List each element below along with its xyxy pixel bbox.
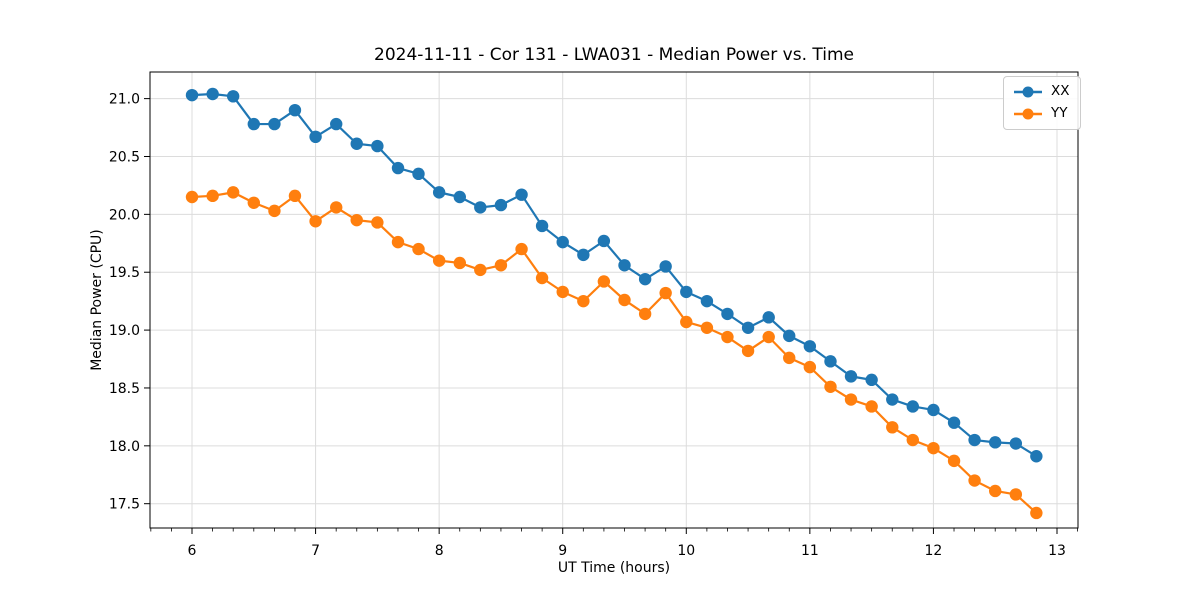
- svg-text:8: 8: [435, 543, 444, 559]
- legend-label-xx: XX: [1051, 83, 1070, 100]
- svg-text:7: 7: [311, 543, 320, 559]
- legend-label-yy: YY: [1051, 105, 1068, 122]
- svg-text:20.0: 20.0: [109, 207, 140, 223]
- legend-item-xx: XX: [1013, 81, 1070, 103]
- legend: XX YY: [1003, 76, 1081, 130]
- svg-text:18.0: 18.0: [109, 439, 140, 455]
- svg-text:13: 13: [1048, 543, 1066, 559]
- legend-item-yy: YY: [1013, 103, 1070, 125]
- chart-title: 2024-11-11 - Cor 131 - LWA031 - Median P…: [374, 45, 854, 65]
- svg-text:21.0: 21.0: [109, 92, 140, 108]
- svg-text:19.5: 19.5: [109, 265, 140, 281]
- svg-text:18.5: 18.5: [109, 381, 140, 397]
- legend-line-marker-icon: [1014, 86, 1042, 98]
- svg-text:17.5: 17.5: [109, 497, 140, 513]
- svg-text:11: 11: [801, 543, 819, 559]
- svg-text:12: 12: [925, 543, 943, 559]
- svg-text:10: 10: [677, 543, 695, 559]
- svg-text:9: 9: [558, 543, 567, 559]
- svg-text:20.5: 20.5: [109, 149, 140, 165]
- svg-text:6: 6: [188, 543, 197, 559]
- x-axis-label: UT Time (hours): [557, 560, 671, 576]
- y-axis-label: Median Power (CPU): [89, 229, 105, 371]
- legend-line-marker-icon: [1014, 108, 1042, 120]
- svg-text:19.0: 19.0: [109, 323, 140, 339]
